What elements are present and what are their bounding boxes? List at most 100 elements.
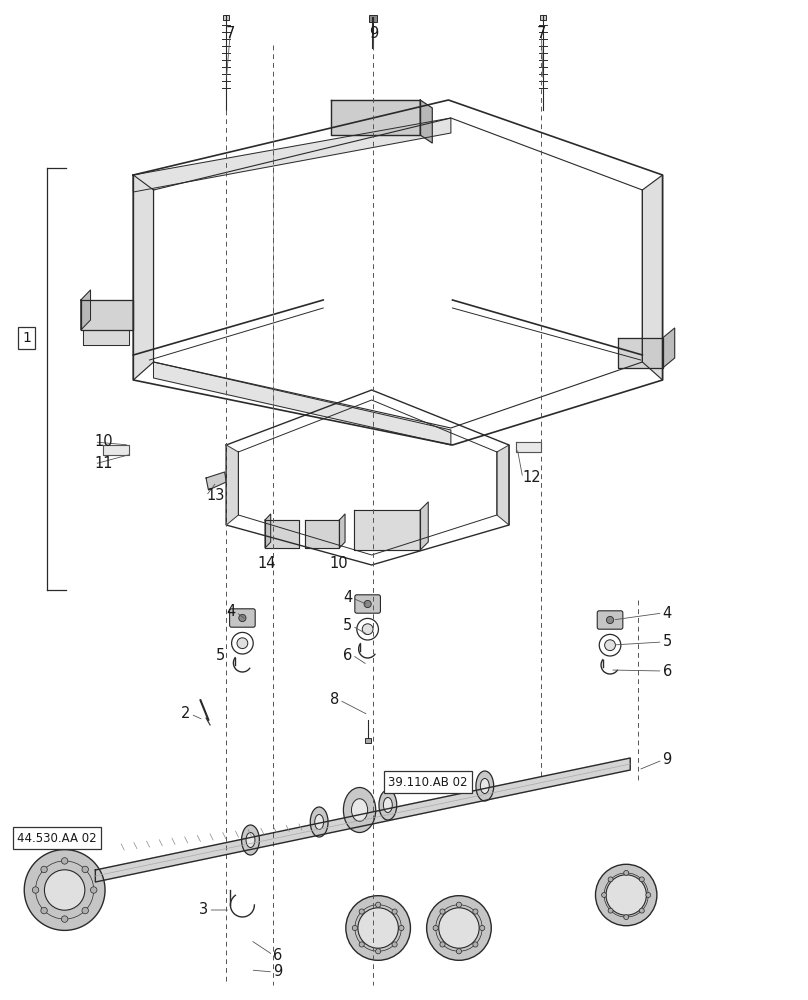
Circle shape — [427, 896, 491, 960]
Text: 5: 5 — [663, 635, 671, 650]
Circle shape — [473, 942, 478, 947]
Polygon shape — [642, 175, 663, 380]
Polygon shape — [81, 300, 133, 330]
Ellipse shape — [383, 798, 393, 812]
Circle shape — [24, 850, 105, 930]
Circle shape — [646, 893, 650, 897]
Polygon shape — [516, 442, 541, 452]
Circle shape — [480, 925, 485, 931]
Polygon shape — [83, 330, 129, 345]
Polygon shape — [81, 290, 90, 330]
Polygon shape — [103, 445, 129, 455]
Circle shape — [608, 877, 613, 882]
Text: 8: 8 — [330, 692, 339, 708]
Polygon shape — [265, 520, 299, 548]
Circle shape — [392, 942, 398, 947]
Circle shape — [440, 909, 445, 914]
Text: 4: 4 — [663, 605, 671, 620]
Ellipse shape — [310, 807, 328, 837]
Text: 9: 9 — [368, 25, 378, 40]
Circle shape — [439, 908, 479, 948]
FancyBboxPatch shape — [229, 609, 255, 627]
Circle shape — [376, 949, 381, 954]
Circle shape — [440, 942, 445, 947]
Text: 39.110.AB 02: 39.110.AB 02 — [389, 776, 468, 788]
Circle shape — [359, 909, 364, 914]
Circle shape — [357, 618, 378, 640]
Text: 7: 7 — [225, 25, 235, 40]
Text: 5: 5 — [216, 648, 225, 662]
Circle shape — [359, 942, 364, 947]
Circle shape — [41, 907, 48, 914]
Polygon shape — [265, 514, 271, 548]
Circle shape — [639, 877, 644, 882]
Text: 13: 13 — [206, 488, 225, 504]
Ellipse shape — [246, 832, 255, 848]
Polygon shape — [497, 445, 509, 525]
Text: 6: 6 — [273, 948, 282, 962]
FancyBboxPatch shape — [355, 595, 381, 613]
Circle shape — [376, 902, 381, 907]
Text: 4: 4 — [343, 590, 352, 605]
Text: 4: 4 — [227, 604, 236, 619]
Polygon shape — [154, 362, 451, 445]
Circle shape — [41, 866, 48, 873]
Text: 11: 11 — [95, 456, 113, 472]
Circle shape — [606, 875, 646, 915]
Circle shape — [639, 908, 644, 913]
Circle shape — [61, 858, 68, 864]
Circle shape — [602, 893, 607, 897]
Circle shape — [433, 925, 438, 931]
Ellipse shape — [315, 814, 324, 830]
Circle shape — [352, 925, 357, 931]
Circle shape — [44, 870, 85, 910]
Circle shape — [239, 614, 246, 622]
Circle shape — [392, 909, 398, 914]
Text: 2: 2 — [181, 706, 191, 722]
Text: 9: 9 — [663, 752, 671, 768]
Polygon shape — [420, 502, 428, 550]
Polygon shape — [133, 118, 451, 192]
Circle shape — [608, 908, 613, 913]
Circle shape — [624, 870, 629, 875]
Bar — [223, 15, 229, 20]
Ellipse shape — [242, 825, 259, 855]
Ellipse shape — [351, 799, 368, 821]
Circle shape — [607, 616, 613, 624]
Polygon shape — [95, 758, 630, 882]
Polygon shape — [305, 520, 339, 548]
Polygon shape — [226, 445, 238, 525]
Polygon shape — [420, 100, 432, 143]
Circle shape — [82, 907, 88, 914]
Polygon shape — [339, 514, 345, 548]
Circle shape — [364, 600, 371, 608]
Circle shape — [82, 866, 88, 873]
Ellipse shape — [476, 771, 494, 801]
Circle shape — [457, 949, 461, 954]
Text: 1: 1 — [23, 331, 31, 345]
Polygon shape — [663, 328, 675, 368]
Text: 10: 10 — [330, 556, 348, 570]
Text: 14: 14 — [258, 556, 276, 570]
FancyBboxPatch shape — [597, 611, 623, 629]
Text: 9: 9 — [273, 964, 282, 980]
Circle shape — [604, 640, 616, 651]
Polygon shape — [354, 510, 420, 550]
Text: 44.530.AA 02: 44.530.AA 02 — [17, 832, 96, 844]
Text: 10: 10 — [95, 434, 113, 450]
Text: 3: 3 — [200, 902, 208, 918]
Text: 6: 6 — [343, 648, 352, 662]
Bar — [540, 15, 546, 20]
Circle shape — [624, 915, 629, 920]
Text: 6: 6 — [663, 664, 671, 678]
Circle shape — [358, 908, 398, 948]
Circle shape — [362, 624, 373, 635]
Polygon shape — [618, 338, 663, 368]
Circle shape — [399, 925, 404, 931]
Bar — [369, 15, 377, 22]
Circle shape — [32, 887, 39, 893]
Circle shape — [473, 909, 478, 914]
Circle shape — [457, 902, 461, 907]
Circle shape — [346, 896, 410, 960]
Polygon shape — [206, 472, 226, 490]
